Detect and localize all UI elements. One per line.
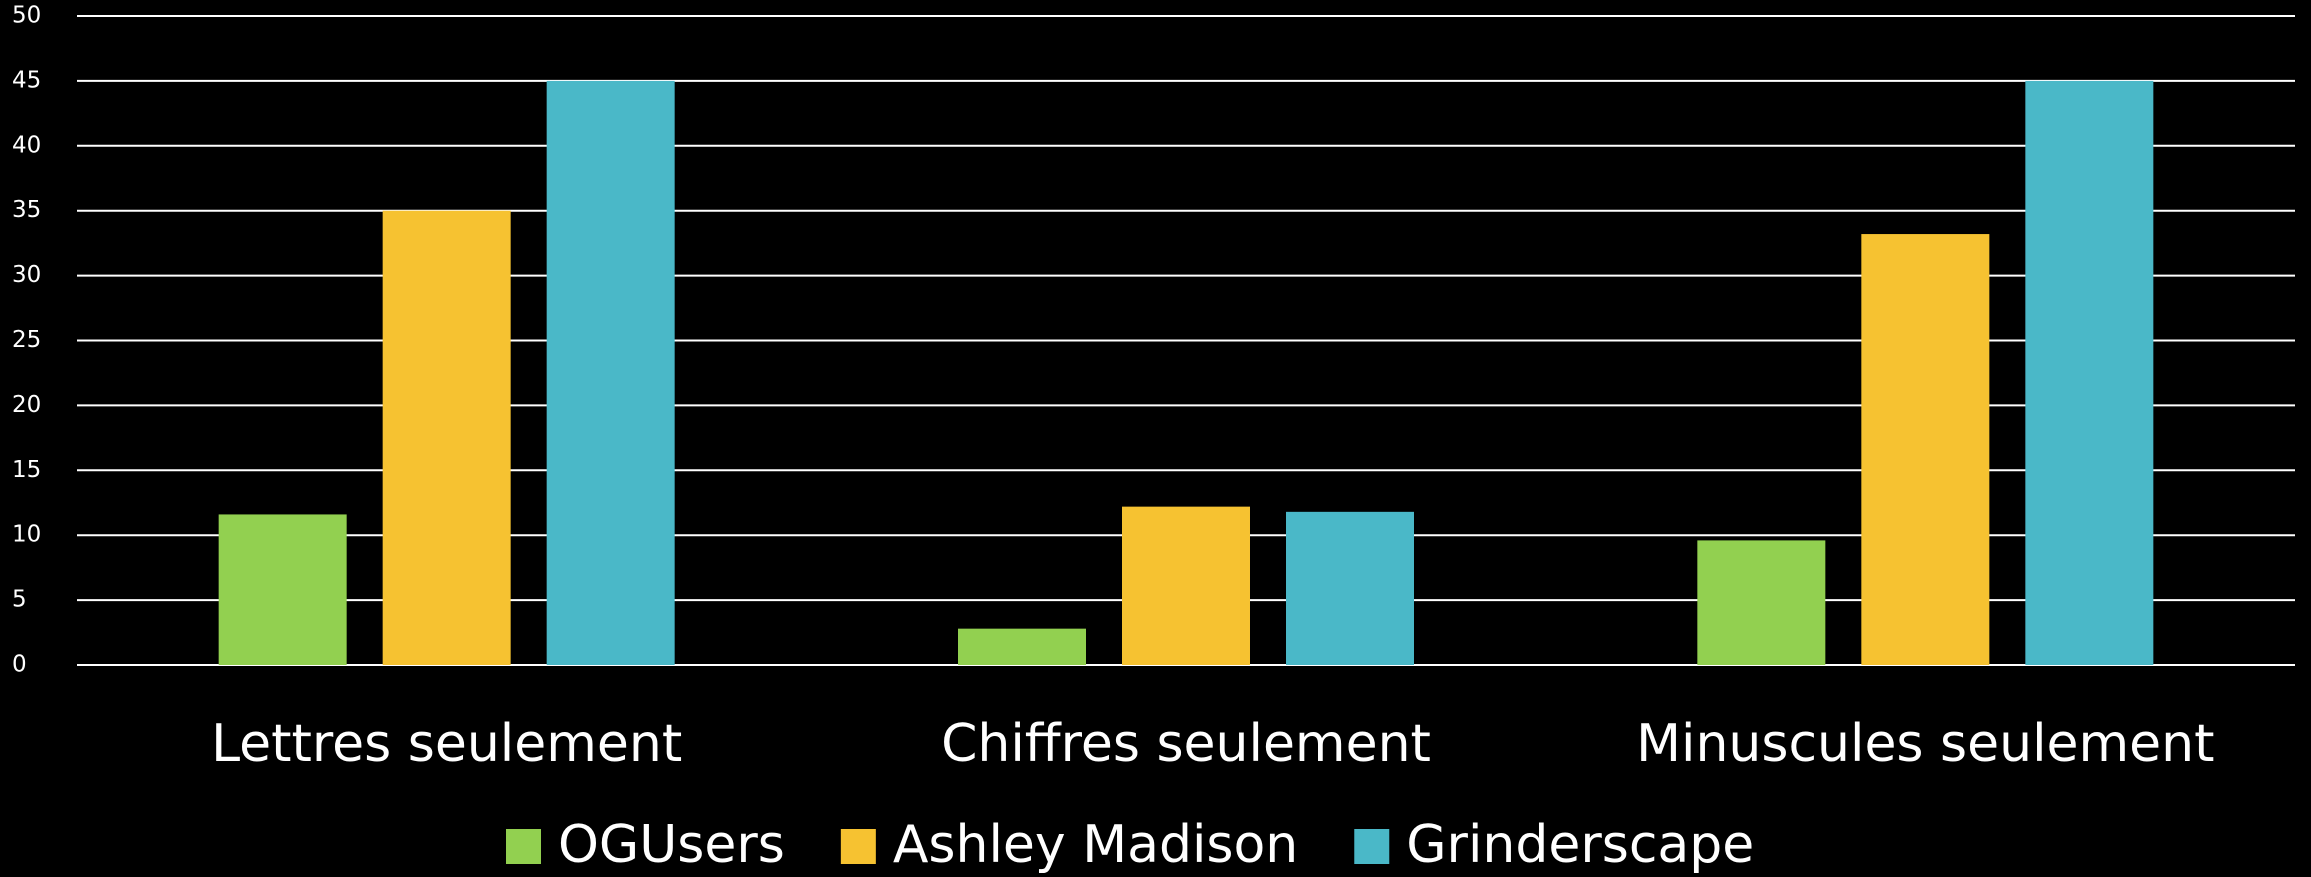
y-tick-label: 0 — [12, 652, 27, 678]
legend-label: Ashley Madison — [893, 815, 1298, 875]
legend-label: OGUsers — [558, 815, 785, 875]
bar — [958, 628, 1086, 665]
y-tick-label: 40 — [12, 132, 41, 158]
y-tick-label: 50 — [12, 3, 41, 29]
bar — [1861, 234, 1990, 665]
y-tick-label: 5 — [12, 587, 27, 613]
bar — [546, 80, 675, 665]
x-tick-label: Chiffres seulement — [941, 714, 1431, 774]
bar — [382, 210, 511, 665]
y-tick-label: 45 — [12, 67, 41, 93]
legend-label: Grinderscape — [1406, 815, 1754, 875]
legend-swatch — [506, 829, 541, 864]
bar — [1122, 506, 1250, 665]
y-tick-label: 30 — [12, 262, 41, 288]
y-tick-label: 10 — [12, 522, 41, 548]
bar — [218, 514, 347, 665]
x-tick-label: Minuscules seulement — [1636, 714, 2214, 774]
x-tick-label: Lettres seulement — [211, 714, 682, 774]
y-tick-label: 25 — [12, 327, 41, 353]
legend-swatch — [1354, 829, 1390, 864]
legend-swatch — [840, 829, 876, 864]
y-tick-label: 35 — [12, 197, 41, 223]
bar — [1697, 540, 1826, 665]
bar — [2025, 80, 2154, 665]
y-tick-label: 15 — [12, 457, 41, 483]
y-tick-label: 20 — [12, 392, 41, 418]
bar — [1286, 511, 1414, 665]
